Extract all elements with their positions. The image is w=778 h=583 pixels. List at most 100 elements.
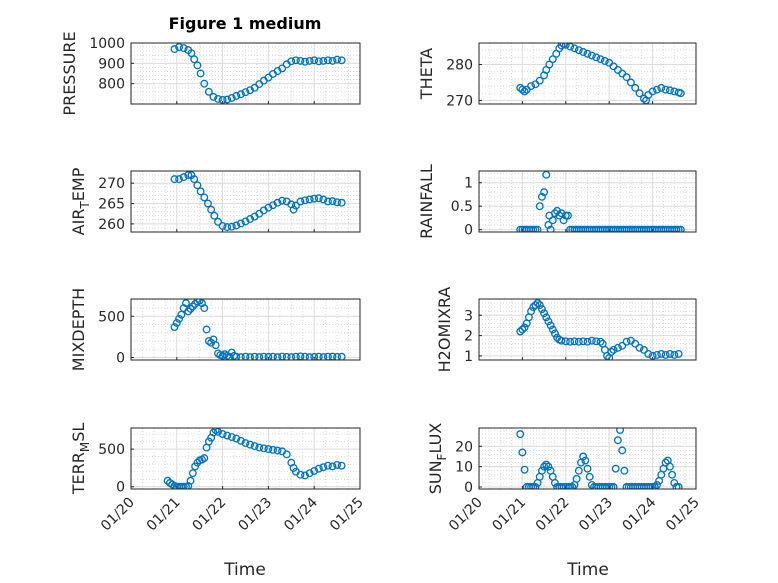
data-point <box>227 222 236 231</box>
subplot-1: 800 900 1000 PRESSURE <box>60 31 361 116</box>
data-point <box>259 444 268 453</box>
data-point <box>179 482 188 489</box>
data-point <box>579 337 588 346</box>
data-point <box>527 307 536 316</box>
x-axis-label-left: Time <box>223 560 266 580</box>
data-point <box>574 466 583 475</box>
data-point <box>209 92 218 101</box>
data-point <box>305 56 314 65</box>
data-point <box>328 56 337 65</box>
data-point <box>255 353 264 360</box>
data-point <box>666 349 674 358</box>
data-point <box>236 436 245 445</box>
data-point <box>545 60 554 69</box>
data-point <box>613 343 622 352</box>
data-point <box>246 353 255 360</box>
data-point <box>574 46 583 55</box>
data-point <box>291 201 300 210</box>
data-point <box>188 302 197 311</box>
y-tick-label: 2 <box>464 329 473 345</box>
data-point <box>661 350 670 359</box>
data-point <box>179 44 188 53</box>
data-point <box>652 85 661 94</box>
axes-box <box>130 170 361 233</box>
data-point <box>527 82 536 91</box>
data-point <box>314 464 323 473</box>
data-point <box>583 49 592 58</box>
data-point <box>246 215 255 223</box>
data-point <box>542 460 551 469</box>
data-point <box>581 456 590 465</box>
data-point <box>518 448 527 457</box>
data-point <box>289 205 298 214</box>
data-point <box>557 43 566 50</box>
data-point <box>200 193 209 202</box>
data-point <box>337 461 346 470</box>
y-axis-label-tail: LUX <box>426 423 445 454</box>
data-point <box>296 197 305 206</box>
y-axis-label: TERRMSL <box>69 423 92 496</box>
data-point <box>273 446 282 455</box>
axes-box <box>478 298 697 361</box>
data-point <box>533 299 542 308</box>
y-axis-label-subscript: M <box>78 442 92 452</box>
data-point <box>544 462 553 471</box>
data-point <box>635 343 644 352</box>
data-point <box>611 464 620 473</box>
y-axis-label-subscript: F <box>435 453 449 460</box>
data-point <box>310 466 319 475</box>
data-point <box>676 89 685 98</box>
data-point <box>264 445 273 454</box>
data-point <box>193 181 202 190</box>
y-axis-label: THETA <box>417 48 436 100</box>
y-tick-label: 0 <box>116 480 125 496</box>
data-point <box>587 336 596 345</box>
data-point <box>548 216 557 225</box>
data-point <box>273 198 282 207</box>
data-point <box>310 194 319 203</box>
data-point <box>572 474 581 483</box>
data-point <box>282 352 291 360</box>
data-point <box>296 470 305 479</box>
data-point <box>232 352 241 360</box>
data-point <box>544 221 553 229</box>
y-axis-label: MIXDEPTH <box>69 288 88 371</box>
data-point <box>557 336 566 345</box>
data-point <box>319 463 328 472</box>
data-point <box>305 195 314 204</box>
data-point <box>583 337 592 346</box>
subplot-5: 0 500 MIXDEPTH <box>69 288 361 371</box>
data-point <box>319 195 328 204</box>
data-point <box>227 433 236 441</box>
data-point <box>613 436 622 445</box>
data-point <box>177 310 186 319</box>
data-point <box>648 351 657 360</box>
y-tick-label: 500 <box>98 442 125 458</box>
data-point <box>603 351 611 360</box>
data-point <box>551 329 559 338</box>
data-point <box>609 483 618 489</box>
data-point <box>301 196 309 205</box>
y-tick-label: 10 <box>455 460 473 476</box>
scatter-series <box>516 428 683 489</box>
data-point <box>566 337 575 346</box>
y-axis-label-tail: EMP <box>69 167 88 201</box>
data-point <box>163 476 172 485</box>
data-point <box>616 428 624 434</box>
data-point <box>333 460 342 469</box>
data-point <box>323 197 332 206</box>
data-point <box>241 88 250 97</box>
y-tick-label: 20 <box>455 439 473 455</box>
data-point <box>291 352 300 360</box>
axes-box <box>478 170 697 233</box>
data-point <box>568 483 577 489</box>
data-point <box>668 470 677 479</box>
data-point <box>585 472 594 481</box>
data-point <box>305 353 314 360</box>
data-point <box>232 434 241 443</box>
data-point <box>631 339 640 348</box>
axes-box <box>478 42 697 105</box>
data-point <box>250 352 259 360</box>
y-tick-label: 1000 <box>89 36 125 52</box>
data-point <box>232 221 241 230</box>
